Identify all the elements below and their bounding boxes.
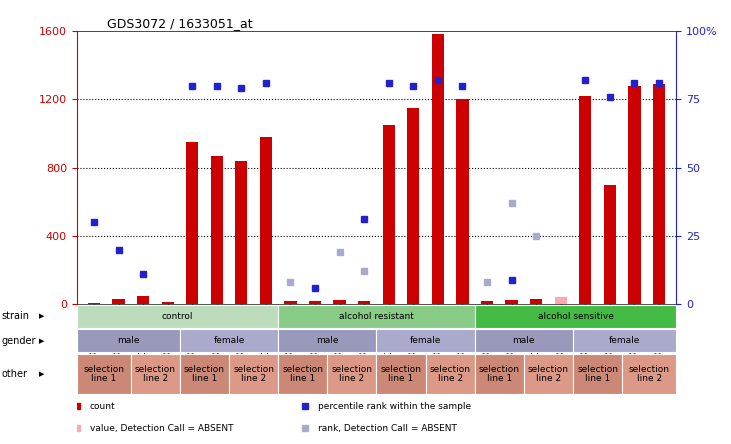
Text: alcohol sensitive: alcohol sensitive <box>537 312 613 321</box>
Bar <box>604 185 616 304</box>
Bar <box>180 354 229 394</box>
Bar <box>235 161 248 304</box>
Text: rank, Detection Call = ABSENT: rank, Detection Call = ABSENT <box>318 424 457 433</box>
Bar <box>622 354 676 394</box>
Bar <box>77 354 131 394</box>
Bar <box>653 84 665 304</box>
Bar <box>186 142 198 304</box>
Bar <box>279 329 376 353</box>
Bar <box>555 297 567 304</box>
Text: selection
line 1: selection line 1 <box>577 365 618 384</box>
Text: selection
line 1: selection line 1 <box>381 365 422 384</box>
Bar <box>474 305 676 328</box>
Bar <box>432 35 444 304</box>
Bar <box>327 354 376 394</box>
Text: male: male <box>117 336 140 345</box>
Text: female: female <box>213 336 245 345</box>
Text: selection
line 1: selection line 1 <box>282 365 323 384</box>
Bar <box>358 301 371 304</box>
Bar <box>333 300 346 304</box>
Text: value, Detection Call = ABSENT: value, Detection Call = ABSENT <box>90 424 233 433</box>
Text: male: male <box>316 336 338 345</box>
Bar <box>279 305 474 328</box>
Bar <box>309 301 321 304</box>
Text: ▶: ▶ <box>39 313 45 319</box>
Text: other: other <box>1 369 28 379</box>
Bar <box>260 137 272 304</box>
Bar <box>113 299 125 304</box>
Text: strain: strain <box>1 311 29 321</box>
Text: ▶: ▶ <box>39 371 45 377</box>
Bar <box>524 354 573 394</box>
Text: selection
line 2: selection line 2 <box>528 365 569 384</box>
Bar <box>481 301 493 304</box>
Bar <box>573 329 676 353</box>
Text: selection
line 2: selection line 2 <box>233 365 274 384</box>
Text: female: female <box>609 336 640 345</box>
Bar <box>180 329 279 353</box>
Text: selection
line 2: selection line 2 <box>331 365 372 384</box>
Text: selection
line 1: selection line 1 <box>479 365 520 384</box>
Bar <box>284 301 297 304</box>
Text: ▶: ▶ <box>39 338 45 344</box>
Bar <box>162 302 174 304</box>
Bar <box>573 354 622 394</box>
Bar <box>456 99 469 304</box>
Text: count: count <box>90 402 115 411</box>
Bar <box>77 329 180 353</box>
Bar <box>382 125 395 304</box>
Bar <box>579 96 591 304</box>
Text: selection
line 1: selection line 1 <box>83 365 124 384</box>
Bar <box>474 329 573 353</box>
Bar <box>628 86 640 304</box>
Text: selection
line 1: selection line 1 <box>184 365 225 384</box>
Text: gender: gender <box>1 336 36 346</box>
Bar <box>211 156 223 304</box>
Text: male: male <box>512 336 535 345</box>
Bar <box>505 300 518 304</box>
Bar <box>77 305 279 328</box>
Text: control: control <box>162 312 193 321</box>
Text: selection
line 2: selection line 2 <box>135 365 176 384</box>
Text: GDS3072 / 1633051_at: GDS3072 / 1633051_at <box>107 17 252 30</box>
Bar <box>555 299 567 304</box>
Bar <box>376 329 474 353</box>
Bar <box>474 354 524 394</box>
Bar <box>376 354 425 394</box>
Bar <box>88 303 100 304</box>
Bar <box>229 354 279 394</box>
Bar <box>131 354 180 394</box>
Text: selection
line 2: selection line 2 <box>430 365 471 384</box>
Bar <box>530 299 542 304</box>
Text: alcohol resistant: alcohol resistant <box>339 312 414 321</box>
Bar <box>407 108 420 304</box>
Bar <box>137 296 149 304</box>
Text: selection
line 2: selection line 2 <box>629 365 670 384</box>
Bar <box>425 354 474 394</box>
Text: female: female <box>410 336 442 345</box>
Text: percentile rank within the sample: percentile rank within the sample <box>318 402 471 411</box>
Bar <box>279 354 327 394</box>
